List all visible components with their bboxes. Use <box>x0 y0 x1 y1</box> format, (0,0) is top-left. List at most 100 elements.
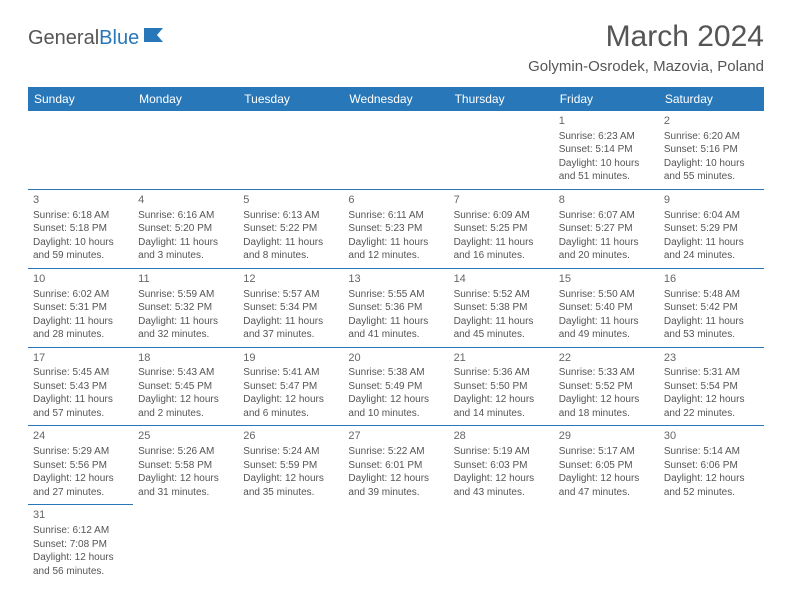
daylight-text: Daylight: 10 hours <box>33 236 128 250</box>
daylight-text: and 51 minutes. <box>559 170 654 184</box>
calendar-cell: 28Sunrise: 5:19 AMSunset: 6:03 PMDayligh… <box>449 426 554 505</box>
day-number: 21 <box>454 351 549 366</box>
daylight-text: Daylight: 12 hours <box>33 472 128 486</box>
day-number: 7 <box>454 193 549 208</box>
daylight-text: Daylight: 11 hours <box>559 315 654 329</box>
day-header: Sunday <box>28 87 133 111</box>
daylight-text: and 31 minutes. <box>138 486 233 500</box>
sunset-text: Sunset: 6:01 PM <box>348 459 443 473</box>
day-number: 24 <box>33 429 128 444</box>
sunrise-text: Sunrise: 5:38 AM <box>348 366 443 380</box>
sunset-text: Sunset: 5:18 PM <box>33 222 128 236</box>
sunset-text: Sunset: 5:54 PM <box>664 380 759 394</box>
day-number: 29 <box>559 429 654 444</box>
day-number: 18 <box>138 351 233 366</box>
daylight-text: Daylight: 12 hours <box>348 472 443 486</box>
sunrise-text: Sunrise: 5:31 AM <box>664 366 759 380</box>
day-number: 2 <box>664 114 759 129</box>
day-number: 8 <box>559 193 654 208</box>
calendar-cell: 19Sunrise: 5:41 AMSunset: 5:47 PMDayligh… <box>238 347 343 426</box>
daylight-text: and 14 minutes. <box>454 407 549 421</box>
daylight-text: and 49 minutes. <box>559 328 654 342</box>
day-number: 22 <box>559 351 654 366</box>
calendar-cell: 18Sunrise: 5:43 AMSunset: 5:45 PMDayligh… <box>133 347 238 426</box>
sunset-text: Sunset: 6:05 PM <box>559 459 654 473</box>
location-text: Golymin-Osrodek, Mazovia, Poland <box>528 58 764 75</box>
calendar-row: 17Sunrise: 5:45 AMSunset: 5:43 PMDayligh… <box>28 347 764 426</box>
calendar-cell <box>449 505 554 583</box>
sunset-text: Sunset: 5:23 PM <box>348 222 443 236</box>
sunrise-text: Sunrise: 5:59 AM <box>138 288 233 302</box>
daylight-text: Daylight: 11 hours <box>243 315 338 329</box>
sunset-text: Sunset: 5:47 PM <box>243 380 338 394</box>
daylight-text: Daylight: 12 hours <box>559 393 654 407</box>
sunset-text: Sunset: 7:08 PM <box>33 538 128 552</box>
calendar-cell <box>554 505 659 583</box>
daylight-text: and 43 minutes. <box>454 486 549 500</box>
day-header: Monday <box>133 87 238 111</box>
sunset-text: Sunset: 5:16 PM <box>664 143 759 157</box>
daylight-text: and 35 minutes. <box>243 486 338 500</box>
sunrise-text: Sunrise: 5:57 AM <box>243 288 338 302</box>
sunset-text: Sunset: 5:38 PM <box>454 301 549 315</box>
day-number: 26 <box>243 429 338 444</box>
calendar-cell: 30Sunrise: 5:14 AMSunset: 6:06 PMDayligh… <box>659 426 764 505</box>
day-number: 4 <box>138 193 233 208</box>
day-header-row: Sunday Monday Tuesday Wednesday Thursday… <box>28 87 764 111</box>
sunrise-text: Sunrise: 5:17 AM <box>559 445 654 459</box>
sunset-text: Sunset: 6:03 PM <box>454 459 549 473</box>
day-number: 9 <box>664 193 759 208</box>
day-number: 27 <box>348 429 443 444</box>
calendar-cell: 11Sunrise: 5:59 AMSunset: 5:32 PMDayligh… <box>133 268 238 347</box>
day-header: Friday <box>554 87 659 111</box>
sunset-text: Sunset: 5:42 PM <box>664 301 759 315</box>
day-header: Tuesday <box>238 87 343 111</box>
sunset-text: Sunset: 5:34 PM <box>243 301 338 315</box>
sunrise-text: Sunrise: 5:48 AM <box>664 288 759 302</box>
page-title: March 2024 <box>528 20 764 54</box>
calendar-cell <box>343 111 448 189</box>
day-number: 6 <box>348 193 443 208</box>
daylight-text: and 37 minutes. <box>243 328 338 342</box>
sunrise-text: Sunrise: 6:07 AM <box>559 209 654 223</box>
calendar-cell: 22Sunrise: 5:33 AMSunset: 5:52 PMDayligh… <box>554 347 659 426</box>
daylight-text: and 16 minutes. <box>454 249 549 263</box>
daylight-text: Daylight: 11 hours <box>348 315 443 329</box>
sunset-text: Sunset: 5:14 PM <box>559 143 654 157</box>
calendar-cell: 6Sunrise: 6:11 AMSunset: 5:23 PMDaylight… <box>343 189 448 268</box>
daylight-text: Daylight: 12 hours <box>243 472 338 486</box>
sunset-text: Sunset: 5:58 PM <box>138 459 233 473</box>
sunrise-text: Sunrise: 5:19 AM <box>454 445 549 459</box>
sunrise-text: Sunrise: 5:52 AM <box>454 288 549 302</box>
day-number: 11 <box>138 272 233 287</box>
logo-word1: General <box>28 27 99 50</box>
daylight-text: Daylight: 10 hours <box>559 157 654 171</box>
day-number: 10 <box>33 272 128 287</box>
sunrise-text: Sunrise: 5:36 AM <box>454 366 549 380</box>
calendar-cell: 3Sunrise: 6:18 AMSunset: 5:18 PMDaylight… <box>28 189 133 268</box>
calendar-cell <box>659 505 764 583</box>
sunset-text: Sunset: 5:49 PM <box>348 380 443 394</box>
daylight-text: Daylight: 11 hours <box>664 315 759 329</box>
daylight-text: Daylight: 11 hours <box>33 315 128 329</box>
daylight-text: and 6 minutes. <box>243 407 338 421</box>
daylight-text: Daylight: 12 hours <box>138 393 233 407</box>
calendar-cell: 26Sunrise: 5:24 AMSunset: 5:59 PMDayligh… <box>238 426 343 505</box>
day-number: 31 <box>33 508 128 523</box>
daylight-text: and 10 minutes. <box>348 407 443 421</box>
sunrise-text: Sunrise: 5:22 AM <box>348 445 443 459</box>
day-header: Wednesday <box>343 87 448 111</box>
daylight-text: and 2 minutes. <box>138 407 233 421</box>
sunrise-text: Sunrise: 6:23 AM <box>559 130 654 144</box>
daylight-text: and 8 minutes. <box>243 249 338 263</box>
daylight-text: and 20 minutes. <box>559 249 654 263</box>
calendar-cell: 13Sunrise: 5:55 AMSunset: 5:36 PMDayligh… <box>343 268 448 347</box>
calendar-cell: 25Sunrise: 5:26 AMSunset: 5:58 PMDayligh… <box>133 426 238 505</box>
calendar-cell: 7Sunrise: 6:09 AMSunset: 5:25 PMDaylight… <box>449 189 554 268</box>
calendar-cell: 16Sunrise: 5:48 AMSunset: 5:42 PMDayligh… <box>659 268 764 347</box>
sunset-text: Sunset: 5:40 PM <box>559 301 654 315</box>
calendar-row: 31Sunrise: 6:12 AMSunset: 7:08 PMDayligh… <box>28 505 764 583</box>
daylight-text: Daylight: 11 hours <box>138 236 233 250</box>
day-number: 1 <box>559 114 654 129</box>
sunrise-text: Sunrise: 5:45 AM <box>33 366 128 380</box>
